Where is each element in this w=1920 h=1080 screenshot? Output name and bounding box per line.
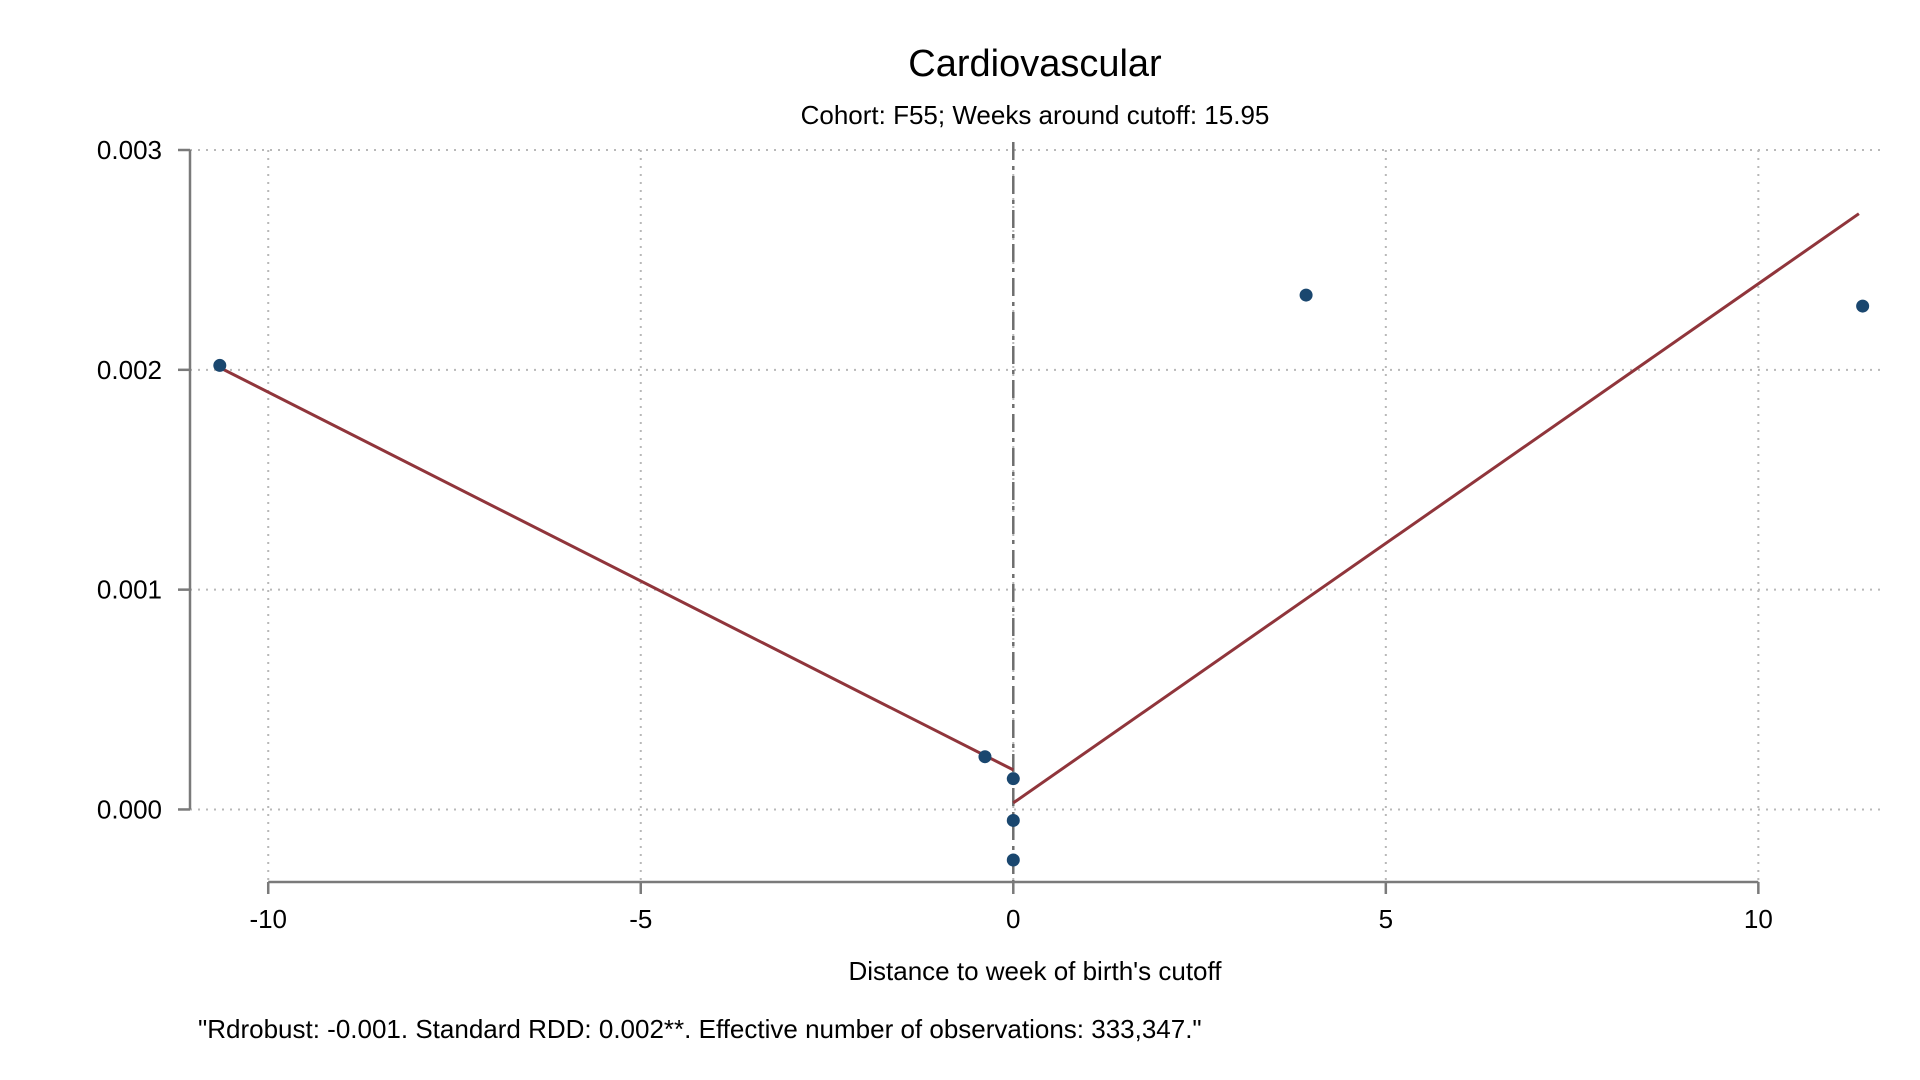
data-point-2 (1006, 772, 1020, 786)
grid (190, 149, 1885, 882)
x-tick-label-1: -5 (629, 904, 652, 934)
y-tick-label-0: 0.000 (97, 794, 162, 824)
chart-subtitle: Cohort: F55; Weeks around cutoff: 15.95 (801, 100, 1270, 130)
y-tick-label-1: 0.001 (97, 575, 162, 605)
chart-note: "Rdrobust: -0.001. Standard RDD: 0.002**… (198, 1014, 1202, 1044)
data-point-5 (1299, 288, 1313, 302)
chart-title: Cardiovascular (908, 43, 1162, 85)
data-point-0 (213, 358, 227, 372)
x-tick-label-4: 10 (1744, 904, 1773, 934)
x-tick-label-3: 5 (1379, 904, 1393, 934)
fit-line-0 (219, 366, 1014, 772)
y-axis-ticks: 0.000 0.001 0.002 0.003 (97, 135, 190, 824)
data-point-3 (1006, 813, 1020, 827)
x-tick-label-2: 0 (1006, 904, 1020, 934)
x-axis-label: Distance to week of birth's cutoff (848, 956, 1222, 986)
y-tick-label-2: 0.002 (97, 355, 162, 385)
fit-lines (219, 212, 1860, 805)
y-tick-label-3: 0.003 (97, 135, 162, 165)
data-point-1 (978, 750, 992, 764)
data-point-4 (1006, 853, 1020, 867)
data-point-6 (1856, 299, 1870, 313)
x-tick-label-0: -10 (249, 904, 287, 934)
x-axis-ticks: -10 -5 0 5 10 (249, 882, 1773, 934)
axes (188, 150, 1759, 884)
fit-line-1 (1012, 212, 1860, 805)
data-points (213, 288, 1870, 867)
